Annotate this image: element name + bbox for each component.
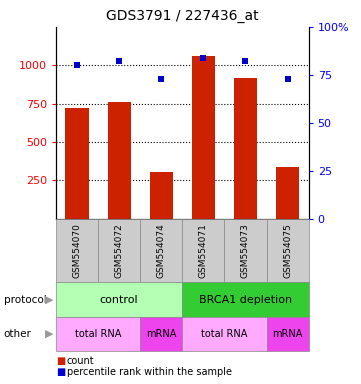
Text: total RNA: total RNA (201, 329, 248, 339)
Text: protocol: protocol (4, 295, 46, 305)
Point (285, 76, 291, 82)
Text: GSM554070: GSM554070 (73, 223, 82, 278)
Text: GSM554075: GSM554075 (283, 223, 292, 278)
Point (158, 76, 164, 82)
Point (116, 58, 122, 65)
Point (200, 55, 206, 61)
Text: ▶: ▶ (44, 295, 53, 305)
Text: count: count (67, 356, 95, 366)
Title: GDS3791 / 227436_at: GDS3791 / 227436_at (106, 9, 258, 23)
Text: mRNA: mRNA (273, 329, 303, 339)
Point (243, 58, 248, 65)
Bar (65, 108, 88, 219)
Text: control: control (100, 295, 138, 305)
Text: ■: ■ (56, 356, 65, 366)
Text: GSM554072: GSM554072 (115, 223, 123, 278)
Bar (192, 56, 215, 219)
Bar (108, 102, 131, 219)
Bar (234, 78, 257, 219)
Text: GSM554074: GSM554074 (157, 223, 166, 278)
Text: GSM554073: GSM554073 (241, 223, 250, 278)
Text: other: other (4, 329, 31, 339)
Text: mRNA: mRNA (146, 329, 177, 339)
Text: percentile rank within the sample: percentile rank within the sample (67, 367, 232, 377)
Text: GSM554071: GSM554071 (199, 223, 208, 278)
Text: total RNA: total RNA (75, 329, 121, 339)
Text: ■: ■ (56, 367, 65, 377)
Bar (150, 172, 173, 219)
Text: BRCA1 depletion: BRCA1 depletion (199, 295, 292, 305)
Bar (276, 167, 299, 219)
Text: ▶: ▶ (44, 329, 53, 339)
Point (74, 62, 80, 68)
